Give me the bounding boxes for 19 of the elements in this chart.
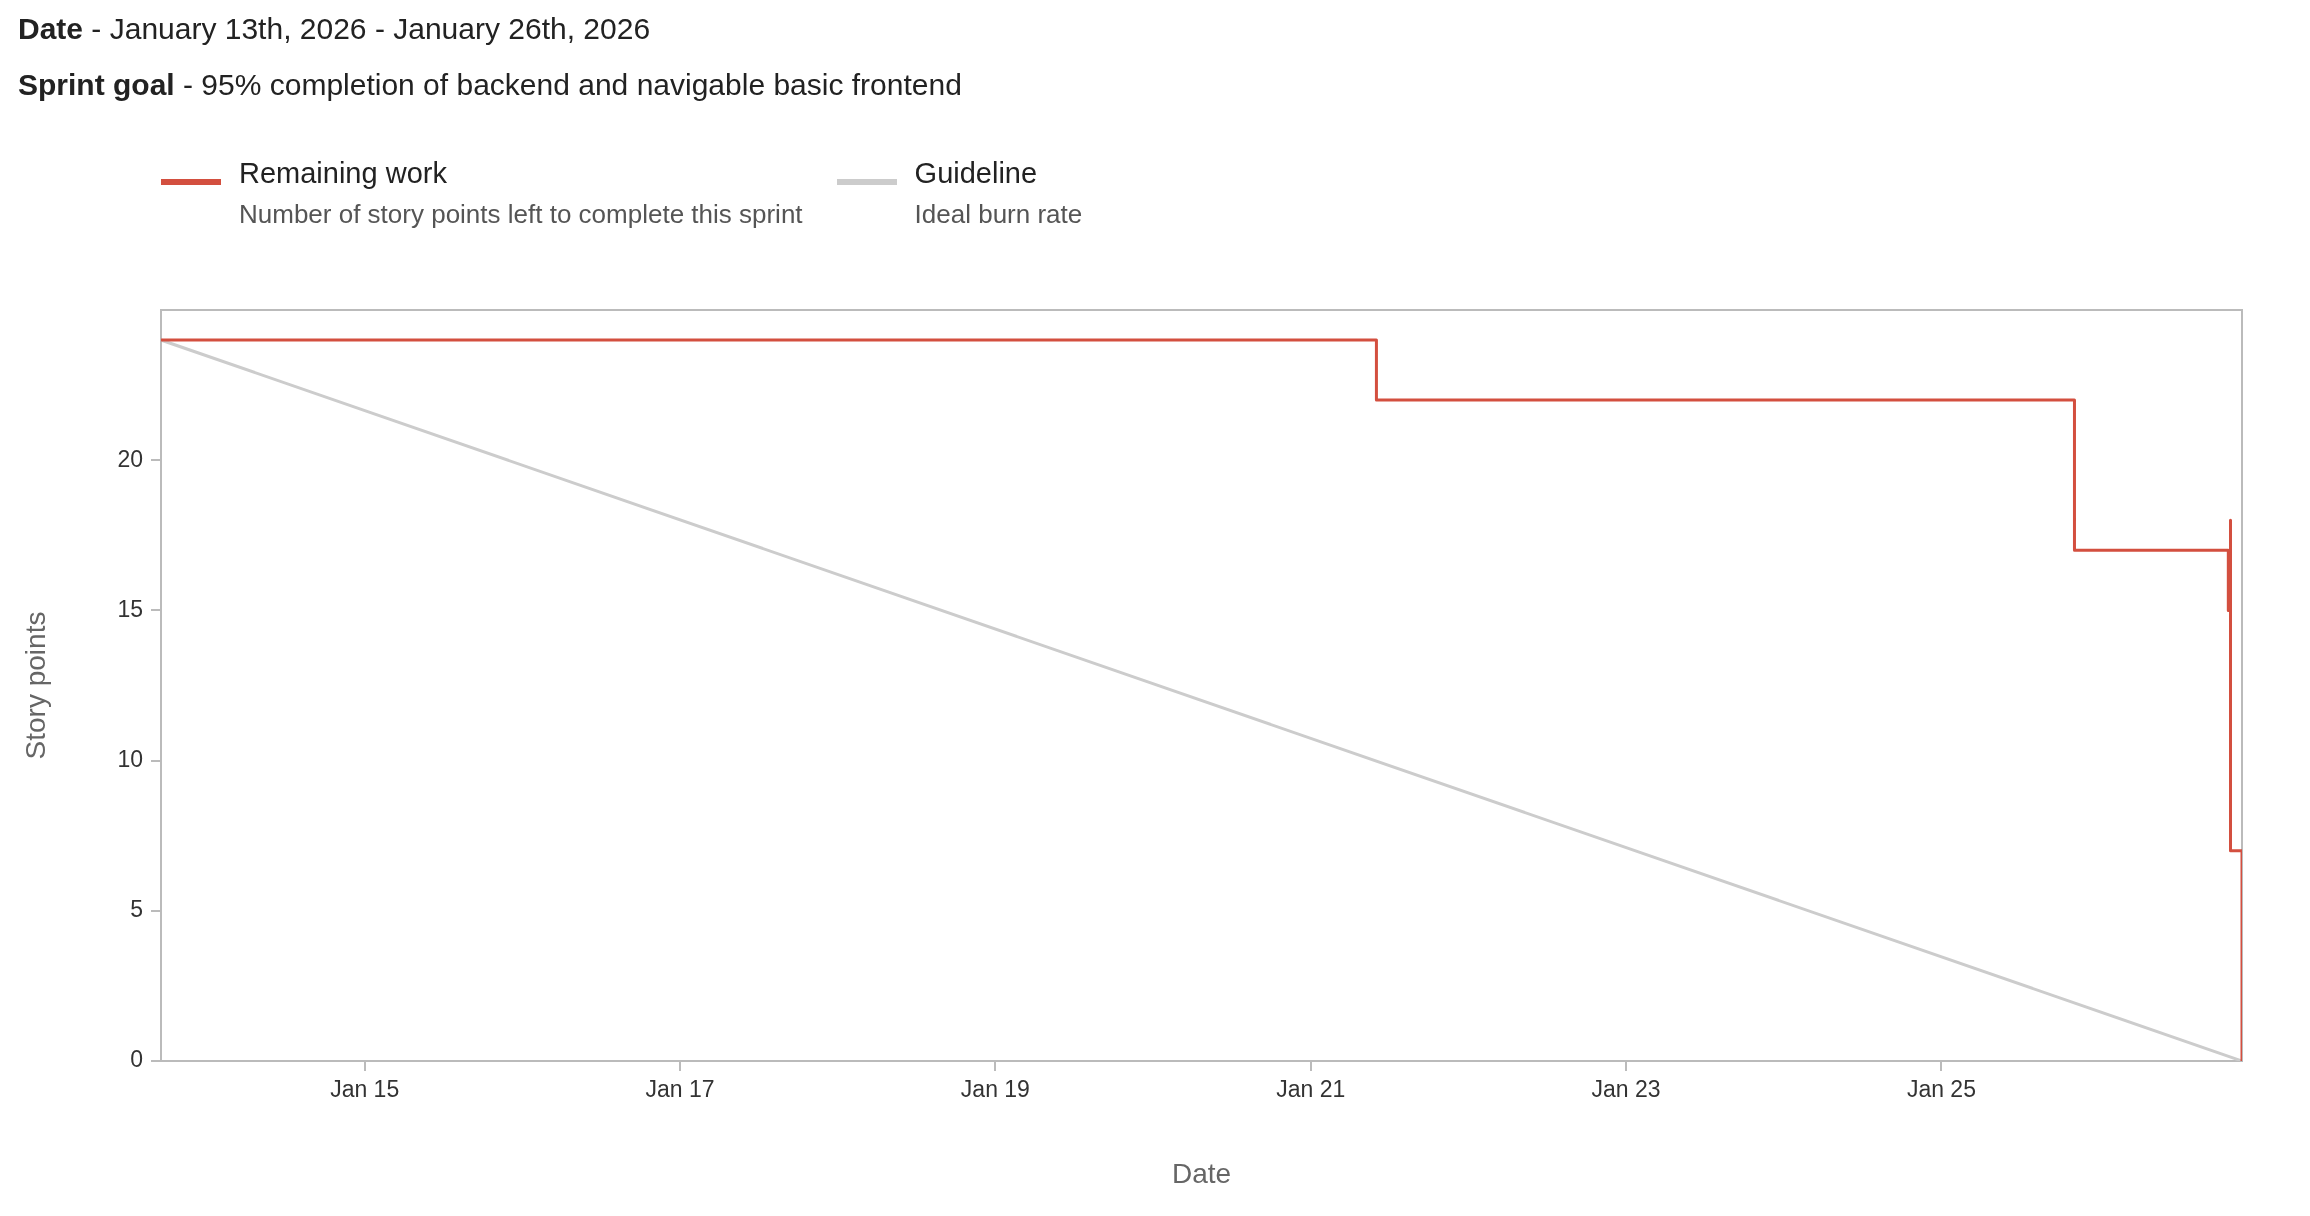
y-tick-label: 15 xyxy=(117,595,143,622)
x-tick-label: Jan 21 xyxy=(1276,1076,1346,1103)
y-tick-label: 10 xyxy=(117,745,143,772)
y-tick-label: 0 xyxy=(130,1046,143,1073)
x-tick-label: Jan 23 xyxy=(1591,1076,1661,1103)
text: Number of story points left to complete this sprint xyxy=(239,199,803,229)
legend-label: Remaining work xyxy=(239,156,448,191)
chart-subtitle: Sprint goal - 95% completion of backend and navigable basic frontend xyxy=(18,67,962,103)
x-tick-label: Jan 17 xyxy=(645,1076,715,1103)
y-axis-title: Story points xyxy=(19,611,51,760)
text: Ideal burn rate xyxy=(914,199,1083,229)
chart-title: Date - January 13th, 2026 - January 26th, 2026 xyxy=(18,11,651,47)
x-tick-label: Jan 15 xyxy=(330,1076,400,1103)
x-tick-label: Jan 25 xyxy=(1906,1076,1976,1103)
x-tick-label: Jan 19 xyxy=(960,1076,1030,1103)
legend-label: Guideline xyxy=(914,156,1039,191)
x-axis-title: Date xyxy=(1171,1157,1232,1189)
y-tick-label: 5 xyxy=(130,896,143,923)
y-tick-label: 20 xyxy=(117,445,143,472)
